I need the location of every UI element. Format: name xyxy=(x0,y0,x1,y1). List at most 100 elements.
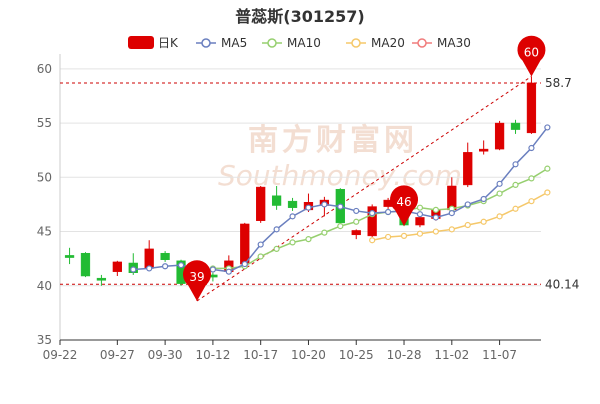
watermark-cn: 南方财富网 xyxy=(248,123,418,158)
y-tick-label: 35 xyxy=(37,333,52,347)
candle xyxy=(64,247,75,265)
candle xyxy=(494,120,505,151)
marker-label: 60 xyxy=(524,45,539,59)
ma10-point xyxy=(353,218,360,225)
ma20-point xyxy=(528,198,535,205)
legend-swatch-dot xyxy=(267,38,277,48)
x-tick-label: 09-30 xyxy=(148,348,183,362)
ma5-point xyxy=(305,204,312,211)
ma5-point xyxy=(241,260,248,268)
candle-body xyxy=(64,255,75,258)
candle-body xyxy=(96,277,107,281)
price-marker: 60 xyxy=(517,35,546,77)
candle-body xyxy=(160,252,170,260)
candle-body xyxy=(479,148,489,152)
candle-body xyxy=(80,252,91,277)
ma5-point xyxy=(257,241,264,248)
candle xyxy=(144,240,154,270)
price-markers: 60 46 39 xyxy=(182,35,546,301)
x-tick-label: 10-25 xyxy=(339,348,374,362)
ma10-point xyxy=(273,245,280,252)
ma10-point xyxy=(321,229,328,236)
ma20-point xyxy=(464,221,471,229)
ma5-point xyxy=(273,226,280,233)
chart-title: 普蕊斯(301257) xyxy=(235,7,364,26)
ma20-point xyxy=(480,218,487,225)
ma5-point xyxy=(544,124,551,131)
candle-body xyxy=(510,122,521,130)
ma10-point xyxy=(512,181,519,188)
candle xyxy=(240,222,250,266)
moving-averages xyxy=(130,124,551,275)
x-tick-label: 10-20 xyxy=(291,348,326,362)
ma10-point xyxy=(416,204,424,211)
candle-body xyxy=(351,230,361,236)
ma10-point xyxy=(528,175,535,182)
ma5-point xyxy=(528,144,535,152)
marker-pin xyxy=(517,35,546,77)
trend-line xyxy=(196,76,532,302)
ma20-point xyxy=(432,228,439,235)
legend-item: 日K xyxy=(128,36,179,50)
ma5-point xyxy=(384,208,392,216)
candle xyxy=(160,251,170,262)
legend-label: MA10 xyxy=(287,36,321,50)
legend-swatch xyxy=(128,36,154,49)
ma10-point xyxy=(432,206,439,213)
legend-item: MA30 xyxy=(412,36,471,50)
ma20-series xyxy=(369,189,551,244)
ma5-point xyxy=(432,214,439,221)
candle-body xyxy=(494,122,505,150)
legend-item: MA5 xyxy=(196,36,247,50)
ma5-point xyxy=(162,263,169,270)
ma5-point xyxy=(177,262,185,269)
ma5-point xyxy=(337,203,344,210)
reference-line-label: 58.7 xyxy=(545,76,572,90)
candle-body xyxy=(112,261,122,272)
candle-body xyxy=(256,186,266,221)
legend-item: MA10 xyxy=(262,36,321,50)
ma20-point xyxy=(384,233,392,241)
y-tick-label: 55 xyxy=(37,116,52,130)
ma5-point xyxy=(496,180,503,187)
ma20-point xyxy=(369,237,376,244)
candle xyxy=(526,76,537,134)
ma20-point xyxy=(512,205,519,212)
ma20-point xyxy=(400,232,408,239)
ma10-point xyxy=(289,239,296,246)
ma5-point xyxy=(416,211,424,218)
ma20-point xyxy=(448,226,455,233)
candle xyxy=(287,197,298,211)
x-tick-label: 10-28 xyxy=(387,348,422,362)
ma10-point xyxy=(544,165,551,172)
candle-body xyxy=(526,82,537,134)
grid xyxy=(60,68,541,287)
candle xyxy=(271,185,282,210)
legend-swatch-dot xyxy=(417,38,427,48)
ma10-point xyxy=(305,236,312,243)
candle-body xyxy=(367,206,377,237)
ma10-point xyxy=(496,190,503,197)
candle-body xyxy=(287,200,298,208)
reference-lines: 58.7 40.14 xyxy=(60,76,579,302)
candle-body xyxy=(463,152,473,186)
y-tick-label: 60 xyxy=(37,62,52,76)
legend-label: MA5 xyxy=(221,36,247,50)
price-marker: 39 xyxy=(182,260,211,301)
y-axis: 35 40 45 50 55 60 xyxy=(37,54,61,347)
ma10-point xyxy=(337,223,344,230)
legend-swatch-dot xyxy=(351,38,361,48)
candle-body xyxy=(271,195,282,206)
candle xyxy=(96,274,107,286)
x-axis: 09-22 09-27 09-30 10-12 10-17 10-20 10-25 10-28… xyxy=(43,339,541,362)
candle xyxy=(351,229,361,240)
ma5-point xyxy=(225,268,232,275)
ma20-point xyxy=(544,189,551,196)
x-tick-label: 09-22 xyxy=(43,348,78,362)
candle xyxy=(80,252,91,278)
x-tick-label: 10-17 xyxy=(243,348,278,362)
ma5-point xyxy=(512,161,519,168)
marker-pin xyxy=(182,260,211,301)
